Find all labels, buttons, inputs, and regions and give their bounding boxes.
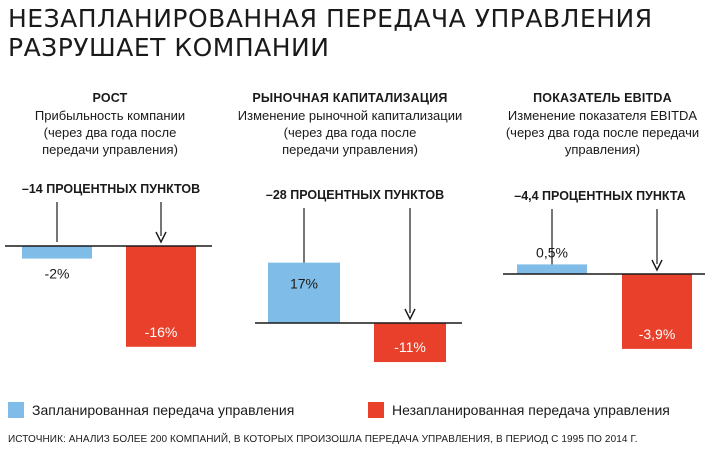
- value-label-ebitda-unplanned: -3,9%: [639, 326, 676, 342]
- bar-marketcap-unplanned: [374, 323, 446, 363]
- legend-label-unplanned: Незапланированная передача управления: [392, 402, 670, 418]
- source-note: ИСТОЧНИК: АНАЛИЗ БОЛЕЕ 200 КОМПАНИЙ, В К…: [8, 434, 638, 445]
- page-title: НЕЗАПЛАНИРОВАННАЯ ПЕРЕДАЧА УПРАВЛЕНИЯ РА…: [8, 4, 653, 62]
- arrow-head-growth: [155, 231, 167, 244]
- value-label-marketcap-planned: 17%: [290, 276, 318, 292]
- panel-growth-subtitle-2: (через два года после: [43, 125, 177, 140]
- panel-growth-header: РОСТ Прибыльность компании (через два го…: [5, 90, 215, 158]
- title-line-2: РАЗРУШАЕТ КОМПАНИИ: [8, 33, 330, 62]
- panel-ebitda-subtitle-2: (через два года после передачи: [505, 125, 700, 140]
- panel-ebitda-subtitle-3: управления): [564, 142, 641, 157]
- difference-label-growth: –14 ПРОЦЕНТНЫХ ПУНКТОВ: [22, 182, 200, 196]
- legend-swatch-unplanned: [368, 402, 384, 418]
- panel-growth-subtitle-1: Прибыльность компании: [34, 108, 186, 123]
- panel-ebitda-title: ПОКАЗАТЕЛЬ EBITDA: [533, 91, 672, 105]
- difference-label-marketcap: –28 ПРОЦЕНТНЫХ ПУНКТОВ: [266, 188, 444, 202]
- panel-marketcap-subtitle-2: (через два года после: [283, 125, 417, 140]
- panel-ebitda-header: ПОКАЗАТЕЛЬ EBITDA Изменение показателя E…: [490, 90, 715, 158]
- panel-growth-title: РОСТ: [92, 91, 128, 105]
- bar-growth-unplanned: [126, 246, 196, 347]
- bar-ebitda-planned: [517, 264, 587, 274]
- arrow-head-marketcap: [404, 308, 416, 321]
- panel-marketcap-subtitle-3: передачи управления): [282, 142, 418, 157]
- panel-ebitda-subtitle-1: Изменение показателя EBITDA: [507, 108, 698, 123]
- value-label-growth-planned: -2%: [45, 266, 70, 282]
- bar-growth-planned: [22, 246, 92, 259]
- arrow-head-ebitda: [651, 259, 663, 272]
- legend-swatch-planned: [8, 402, 24, 418]
- panel-marketcap-title: РЫНОЧНАЯ КАПИТАЛИЗАЦИЯ: [252, 91, 448, 105]
- value-label-growth-unplanned: -16%: [145, 324, 178, 340]
- difference-label-ebitda: –4,4 ПРОЦЕНТНЫХ ПУНКТА: [514, 189, 686, 203]
- panel-growth-subtitle-3: передачи управления): [42, 142, 178, 157]
- bar-ebitda-unplanned: [622, 274, 692, 349]
- legend-label-planned: Запланированная передача управления: [32, 402, 295, 418]
- panel-marketcap-subtitle-1: Изменение рыночной капитализации: [237, 108, 463, 123]
- bar-marketcap-planned: [268, 262, 340, 323]
- panel-marketcap-header: РЫНОЧНАЯ КАПИТАЛИЗАЦИЯ Изменение рыночно…: [225, 90, 475, 158]
- title-line-1: НЕЗАПЛАНИРОВАННАЯ ПЕРЕДАЧА УПРАВЛЕНИЯ: [8, 4, 653, 33]
- value-label-marketcap-unplanned: -11%: [394, 339, 426, 355]
